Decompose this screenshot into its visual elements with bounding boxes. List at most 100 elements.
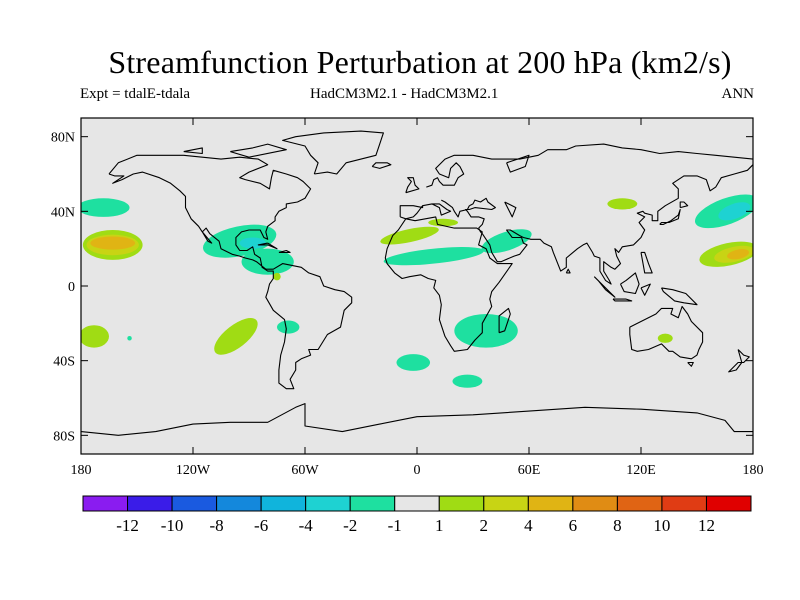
- coastline-20: [728, 349, 750, 373]
- colorbar-label: -6: [254, 516, 268, 535]
- coastlines: [81, 130, 753, 436]
- anomaly-contour-11: [127, 336, 132, 341]
- anomaly-contour-9: [214, 318, 258, 355]
- anomaly-contour-16: [454, 314, 518, 348]
- anomaly-contour-10: [81, 325, 109, 348]
- lon-label: 180: [743, 463, 764, 478]
- coastline-14: [640, 283, 651, 296]
- coastline-27: [565, 268, 571, 274]
- colorbar-label: 12: [698, 516, 715, 535]
- experiment-label: Expt = tdalE-tdala: [80, 86, 191, 102]
- anomaly-contour-14: [383, 247, 484, 266]
- colorbar-swatch: [216, 495, 262, 512]
- lon-label: 120E: [626, 463, 656, 478]
- coastline-11: [593, 276, 616, 298]
- colorbar-label: 6: [569, 516, 578, 535]
- anomaly-contour-12: [380, 226, 439, 245]
- coastline-8: [478, 164, 753, 285]
- coastline-13: [620, 272, 640, 295]
- lat-label: 40N: [51, 205, 75, 220]
- colorbar-label: 1: [435, 516, 444, 535]
- coastline-9: [464, 197, 496, 229]
- lon-label: 0: [414, 463, 421, 478]
- anomaly-contour-7: [273, 272, 281, 281]
- lat-label: 40S: [53, 355, 75, 370]
- coastline-25: [504, 201, 517, 218]
- colorbar-swatch: [483, 495, 529, 512]
- lon-label: 120W: [176, 463, 211, 478]
- coastline-16: [659, 208, 681, 225]
- coastline-21: [81, 403, 753, 436]
- anomaly-contour-5: [241, 248, 294, 275]
- coastline-2: [371, 162, 392, 169]
- lon-label: 60E: [518, 463, 541, 478]
- coastline-10: [441, 199, 470, 218]
- colorbar-swatch: [438, 495, 485, 512]
- coastline-28: [230, 143, 287, 158]
- colorbar-label: -4: [299, 516, 314, 535]
- coastline-19: [687, 361, 694, 367]
- anomaly-contour-8: [277, 320, 300, 334]
- anomaly-contour-21: [718, 202, 751, 221]
- colorbar-label: -2: [343, 516, 357, 535]
- model-label: HadCM3M2.1 - HadCM3M2.1: [310, 86, 499, 102]
- anomaly-field: [81, 194, 753, 388]
- colorbar-label: 4: [524, 516, 533, 535]
- coastline-6: [498, 307, 511, 334]
- coastline-1: [282, 130, 384, 175]
- coastline-12: [612, 298, 633, 302]
- map-background: [81, 118, 753, 454]
- anomaly-contour-24: [727, 249, 750, 260]
- coastline-29: [183, 147, 203, 155]
- lat-label: 80N: [51, 131, 75, 146]
- colorbar-swatch: [349, 495, 396, 512]
- colorbar-label: -8: [210, 516, 224, 535]
- coastline-24: [278, 249, 291, 253]
- coastline-4: [399, 203, 452, 220]
- colorbar-label: -1: [388, 516, 402, 535]
- anomaly-contour-0: [81, 198, 130, 217]
- colorbar-swatch: [171, 495, 218, 512]
- anomaly-contour-18: [452, 374, 483, 388]
- coastline-3: [405, 177, 420, 194]
- colorbar-label: -10: [161, 516, 184, 535]
- coastline-22: [640, 251, 653, 274]
- anomaly-contour-17: [396, 354, 431, 371]
- lat-label: 0: [68, 280, 75, 295]
- colorbar-swatch: [127, 495, 173, 512]
- axis-ticks: [80, 118, 754, 454]
- colorbar-label: 8: [613, 516, 622, 535]
- colorbar-swatch: [394, 495, 440, 512]
- lon-label: 180: [71, 463, 92, 478]
- colorbar-swatch: [705, 495, 752, 512]
- anomaly-contour-19: [607, 198, 638, 210]
- colorbar-swatch: [305, 495, 351, 512]
- lon-label: 60W: [291, 463, 319, 478]
- coastline-7: [426, 143, 753, 188]
- colorbar-label: 10: [653, 516, 670, 535]
- anomaly-contour-3: [90, 236, 136, 250]
- colorbar-swatch: [661, 495, 707, 512]
- coastline-23: [257, 242, 278, 250]
- anomaly-contour-13: [428, 218, 459, 227]
- colorbar-label: -12: [116, 516, 139, 535]
- lat-label: 80S: [53, 429, 75, 444]
- anomaly-contour-6: [239, 237, 266, 249]
- colorbar-swatch: [82, 495, 129, 512]
- anomaly-contour-25: [657, 333, 673, 343]
- plot-title: Streamfunction Perturbation at 200 hPa (…: [108, 44, 732, 80]
- colorbar-label: 2: [480, 516, 489, 535]
- colorbar-swatch: [527, 495, 574, 512]
- coastline-26: [506, 154, 530, 173]
- colorbar-labels: -12 -10 -8 -6 -4 -2 -1 1 2 4 6 8 10 12: [116, 516, 715, 535]
- axis-labels: 80N 40N 0 40S 80S 180 120W 60W 0 60E 120E 180: [51, 131, 764, 478]
- coastline-0: [108, 154, 353, 390]
- coastline-15: [661, 287, 698, 306]
- season-label: ANN: [721, 86, 755, 102]
- coastline-18: [629, 305, 704, 360]
- coastline-17: [679, 201, 689, 209]
- colorbar-swatch: [572, 495, 618, 512]
- colorbar: [82, 495, 752, 512]
- colorbar-swatch: [260, 495, 307, 512]
